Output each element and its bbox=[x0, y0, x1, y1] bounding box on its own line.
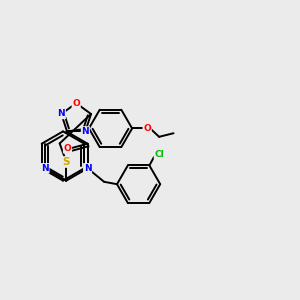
Text: N: N bbox=[41, 164, 49, 173]
Text: N: N bbox=[82, 127, 89, 136]
Text: N: N bbox=[84, 164, 92, 173]
Text: O: O bbox=[72, 99, 80, 108]
Text: Cl: Cl bbox=[154, 150, 164, 159]
Text: N: N bbox=[58, 110, 65, 118]
Text: S: S bbox=[62, 157, 70, 167]
Text: O: O bbox=[64, 144, 71, 153]
Text: O: O bbox=[143, 124, 151, 133]
